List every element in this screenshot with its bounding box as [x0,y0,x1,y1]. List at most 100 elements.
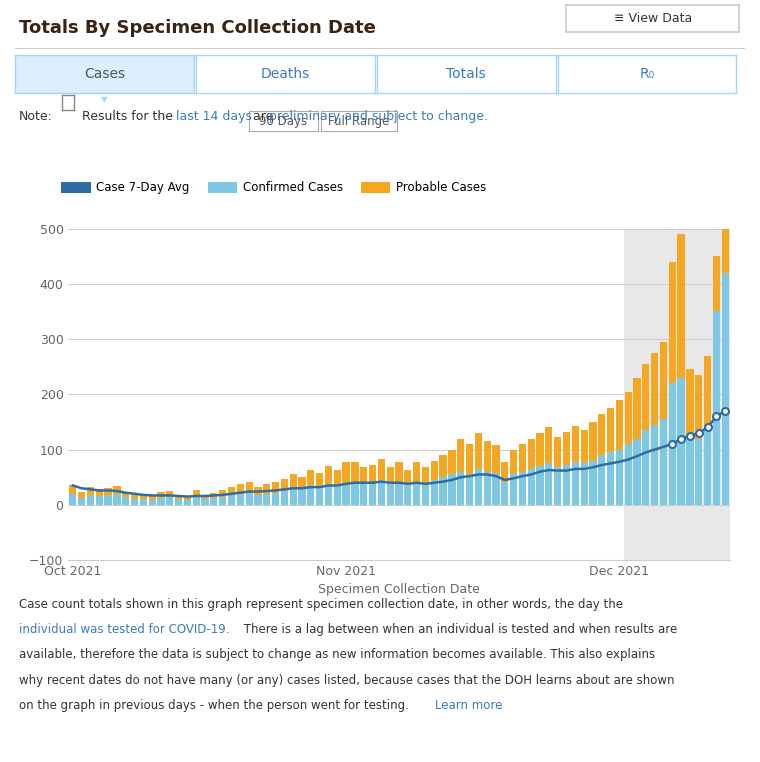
Bar [457,472,464,504]
Bar [140,499,147,504]
Legend: Case 7-Day Avg, Confirmed Cases, Probable Cases: Case 7-Day Avg, Confirmed Cases, Probabl… [61,181,486,194]
Bar [651,353,658,424]
Bar [598,455,606,504]
Bar [219,491,226,497]
Bar [351,463,359,482]
Bar [563,465,570,504]
Bar [642,431,650,504]
Bar [721,273,729,504]
Bar [104,488,112,495]
Bar [395,463,403,482]
Bar [572,462,579,504]
Bar [483,441,491,472]
Bar [263,484,271,494]
Bar [545,463,553,504]
Bar [131,494,138,499]
Bar [343,483,350,504]
Bar [404,470,411,485]
Bar [439,477,447,504]
Bar [537,466,543,504]
Text: Case count totals shown in this graph represent specimen collection date, in oth: Case count totals shown in this graph re… [19,598,623,611]
Bar [369,483,376,504]
Bar [378,459,385,480]
Text: R₀: R₀ [640,67,654,81]
Bar [175,499,182,504]
Bar [360,484,367,504]
Bar [69,494,77,504]
Text: Note:: Note: [19,110,53,123]
Bar [669,383,676,504]
Bar [148,501,156,504]
Bar [131,499,138,504]
Bar [140,495,147,499]
Bar [148,495,156,501]
Bar [713,256,720,312]
Bar [598,414,606,455]
Bar [307,470,315,485]
Text: Cases: Cases [84,67,125,81]
Text: why recent dates do not have many (or any) cases listed, because cases that the : why recent dates do not have many (or an… [19,674,675,687]
Bar [96,496,103,504]
Text: individual was tested for COVID-19.: individual was tested for COVID-19. [19,623,230,636]
Text: are: are [249,110,277,123]
Bar [660,342,667,419]
Bar [519,472,526,504]
Bar [651,424,658,504]
Bar [475,433,482,469]
Bar [236,484,244,494]
Bar [457,439,464,472]
Text: ≡ View Data: ≡ View Data [614,11,692,25]
Text: Totals By Specimen Collection Date: Totals By Specimen Collection Date [19,19,376,37]
Bar [360,467,367,484]
Bar [78,491,85,498]
Bar [343,462,350,483]
Bar [677,234,685,378]
Bar [537,433,543,466]
Bar [272,493,279,504]
Bar [466,444,473,475]
Bar [492,472,499,504]
Bar [572,426,579,462]
Bar [527,439,535,469]
Bar [669,262,676,383]
Text: available, therefore the data is subject to change as new information becomes av: available, therefore the data is subject… [19,648,655,661]
Bar [378,480,385,504]
Bar [272,482,279,493]
Bar [228,487,235,495]
Bar [413,482,420,504]
Bar [184,496,191,501]
Bar [280,479,288,491]
Bar [422,467,429,484]
Bar [290,475,297,488]
X-axis label: Specimen Collection Date: Specimen Collection Date [318,584,480,597]
Bar [351,482,359,504]
Bar [122,491,129,497]
Bar [87,495,94,504]
Text: Learn more: Learn more [435,699,502,712]
Bar [501,463,508,482]
Bar [299,477,306,489]
Bar [422,484,429,504]
Text: There is a lag between when an individual is tested and when results are: There is a lag between when an individua… [240,623,677,636]
Bar [96,489,103,496]
Bar [192,490,200,497]
Bar [475,469,482,504]
Bar [299,489,306,504]
Bar [633,378,641,439]
Bar [104,495,112,504]
Bar [581,431,587,463]
Bar [228,495,235,504]
Bar [263,494,271,504]
Bar [404,485,411,504]
Bar [307,485,315,504]
Bar [122,497,129,504]
Bar [448,475,455,504]
Bar [581,463,587,504]
Bar [431,480,438,504]
Text: ▼: ▼ [101,95,108,104]
Bar [387,467,394,484]
Bar [69,485,77,494]
Bar [166,497,173,504]
Bar [369,465,376,483]
Bar [184,501,191,504]
